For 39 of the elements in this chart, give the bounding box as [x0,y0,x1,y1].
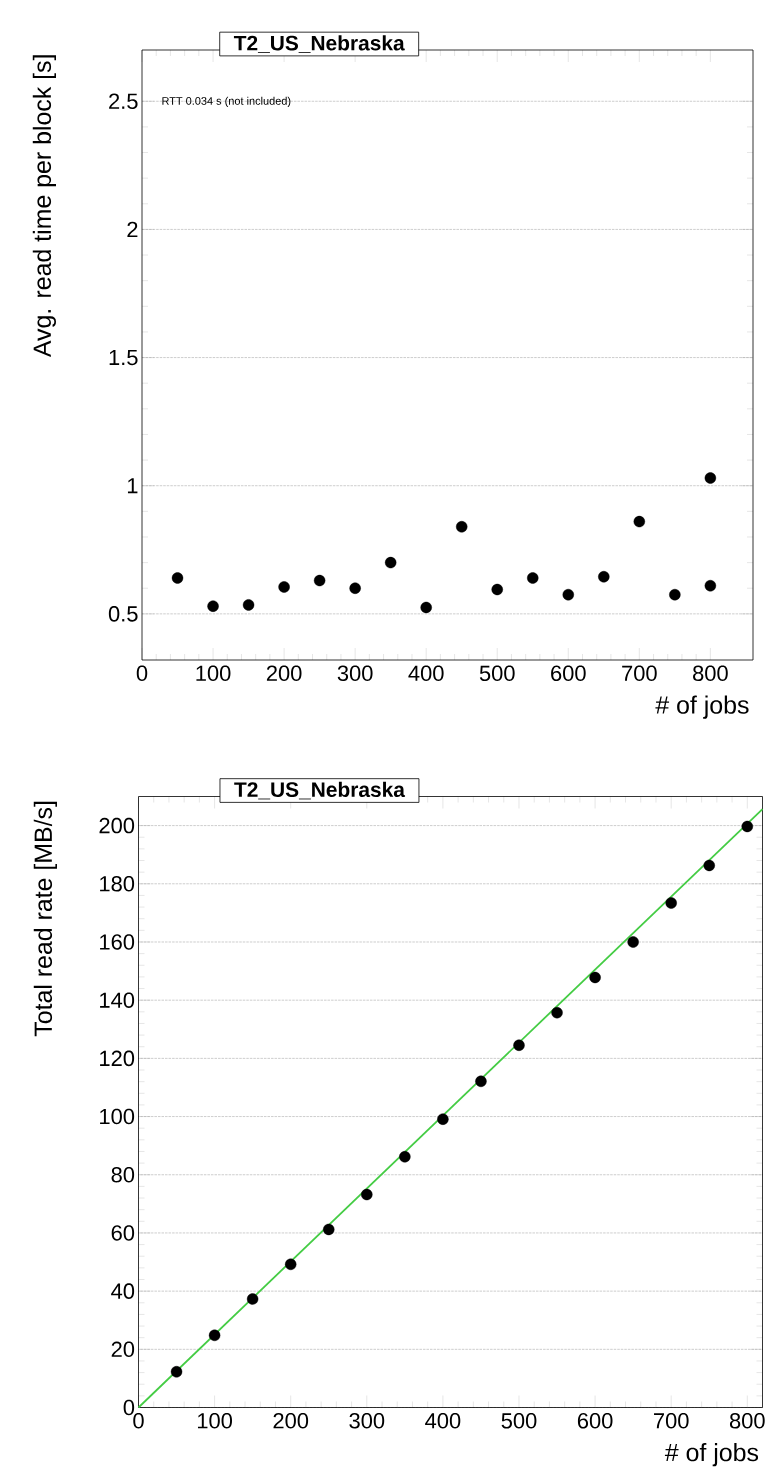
x-tick-label: 700 [622,665,657,682]
y-axis-title: Total read rate [MB/s] [33,801,57,1037]
x-tick-label: 300 [337,665,373,682]
y-tick-label: 100 [100,1108,135,1125]
x-tick-label: 100 [197,1413,233,1429]
y-tick-label: 1 [127,478,138,494]
x-axis-title: # of jobs [664,1443,759,1467]
chart-title: T2_US_Nebraska [234,781,406,800]
x-tick-label: 800 [693,665,728,682]
x-tick-label: 200 [273,1413,309,1429]
y-tick-label: 20 [111,1341,135,1358]
y-axis-title: Avg. read time per block [s] [32,55,56,358]
x-tick-label: 600 [577,1413,613,1429]
chart-title: T2_US_Nebraska [233,35,405,53]
y-tick-label: 1.5 [109,349,138,366]
x-tick-label: 400 [425,1413,461,1429]
x-tick-label: 300 [349,1413,385,1429]
y-tick-label: 180 [100,876,135,892]
y-tick-label: 140 [100,992,135,1008]
y-tick-label: 2 [127,221,138,238]
x-tick-label: 100 [196,665,231,682]
x-tick-label: 200 [266,665,302,682]
x-axis-title: # of jobs [655,695,749,719]
annotation: RTT 0.034 s (not included) [162,96,291,107]
x-tick-label: 500 [501,1413,537,1429]
x-tick-label: 400 [408,665,444,682]
y-tick-label: 60 [111,1225,135,1241]
y-tick-label: 40 [111,1283,135,1299]
x-tick-label: 800 [729,1413,765,1429]
y-tick-label: 160 [100,934,135,950]
y-tick-label: 0.5 [108,606,138,622]
y-tick-label: 200 [99,817,135,834]
x-tick-label: 500 [479,665,515,682]
y-tick-label: 120 [100,1050,135,1067]
y-tick-label: 2.5 [109,93,138,110]
x-tick-label: 600 [551,665,586,682]
x-tick-label: 700 [654,1413,689,1429]
y-tick-label: 80 [111,1166,135,1183]
y-tick-label: 0 [123,1399,135,1416]
